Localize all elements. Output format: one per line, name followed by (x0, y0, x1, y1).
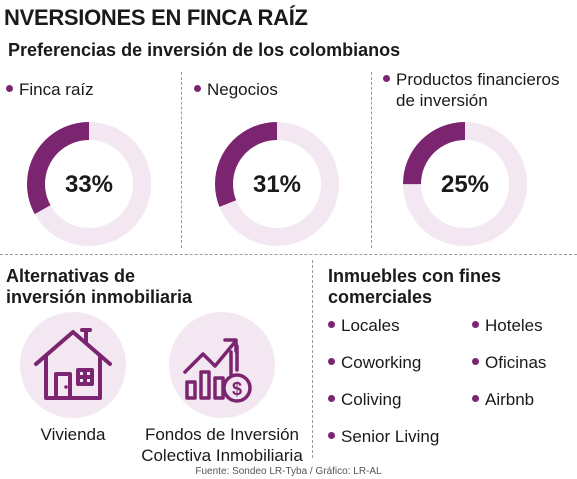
alternatives-title: Alternativas de inversión inmobiliaria (6, 266, 192, 308)
donut-value-negocios: 31% (253, 171, 301, 198)
commercial-item-coliving: Coliving (328, 390, 401, 410)
donut-arc-finca-raiz (27, 122, 151, 246)
source-footer: Fuente: Sondeo LR-Tyba / Gráfico: LR-AL (195, 466, 382, 477)
donut-label-3: Productos financieros de inversión (383, 69, 559, 111)
commercial-title: Inmuebles con fines comerciales (328, 266, 501, 308)
bullet-dot (328, 432, 335, 440)
alternative-label-fondos: Fondos de Inversión Colectiva Inmobiliar… (130, 424, 314, 466)
bullet-dot (194, 85, 201, 93)
bullet-dot (6, 85, 13, 93)
alternative-label-vivienda: Vivienda (10, 424, 136, 445)
commercial-item-label: Senior Living (341, 427, 440, 446)
commercial-item-label: Locales (341, 316, 400, 335)
commercial-item-senior-living: Senior Living (328, 427, 439, 447)
commercial-item-label: Coliving (341, 390, 402, 409)
house-icon (34, 328, 112, 400)
page-title: NVERSIONES EN FINCA RAÍZ (4, 5, 308, 30)
alternatives-title-line-2: inversión inmobiliaria (6, 287, 193, 307)
commercial-item-label: Airbnb (485, 390, 535, 409)
divider-horizontal (0, 254, 577, 255)
bullet-dot (472, 321, 479, 329)
commercial-item-airbnb: Airbnb (472, 390, 534, 410)
alternatives-title-line-1: Alternativas de (6, 266, 136, 286)
chart-subtitle: Preferencias de inversión de los colombi… (8, 40, 401, 60)
commercial-item-oficinas: Oficinas (472, 353, 546, 373)
donut-label-3-line-2: de inversión (396, 91, 488, 110)
alternative-label-fondos-line-1: Fondos de Inversión (144, 425, 300, 444)
bullet-dot (328, 321, 335, 329)
donut-arc-negocios (215, 122, 339, 246)
commercial-item-coworking: Coworking (328, 353, 421, 373)
commercial-item-label: Hoteles (485, 316, 543, 335)
donut-label-1: Finca raíz (6, 79, 94, 100)
donut-chart-negocios: 31% (215, 122, 339, 246)
commercial-item-label: Oficinas (485, 353, 547, 372)
alternative-label-vivienda-line-1: Vivienda (40, 425, 106, 444)
bullet-dot (472, 395, 479, 403)
donut-label-1-line-1: Finca raíz (19, 80, 94, 99)
svg-text:$: $ (232, 379, 242, 399)
donut-label-2-line-1: Negocios (207, 80, 278, 99)
donut-chart-productos-financieros: 25% (403, 122, 527, 246)
bullet-dot (328, 395, 335, 403)
alternative-label-fondos-line-2: Colectiva Inmobiliaria (141, 446, 303, 465)
divider-1 (181, 72, 182, 248)
donut-value-productos-financieros: 25% (441, 171, 489, 198)
divider-3 (312, 260, 313, 458)
donut-chart-finca-raiz: 33% (27, 122, 151, 246)
bullet-dot (383, 75, 390, 83)
bullet-dot (328, 358, 335, 366)
commercial-title-line-2: comerciales (328, 287, 433, 307)
divider-2 (371, 72, 372, 248)
growth-chart-dollar-icon: $ (183, 338, 252, 403)
donut-value-finca-raiz: 33% (65, 171, 113, 198)
funds-icon-circle: $ (169, 312, 275, 418)
bullet-dot (472, 358, 479, 366)
commercial-title-line-1: Inmuebles con fines (328, 266, 502, 286)
commercial-item-label: Coworking (341, 353, 422, 372)
commercial-item-hoteles: Hoteles (472, 316, 543, 336)
house-icon-circle (20, 312, 126, 418)
donut-label-2: Negocios (194, 79, 278, 100)
donut-label-3-line-1: Productos financieros (396, 70, 560, 89)
commercial-item-locales: Locales (328, 316, 400, 336)
donut-arc-productos-financieros (403, 122, 527, 246)
